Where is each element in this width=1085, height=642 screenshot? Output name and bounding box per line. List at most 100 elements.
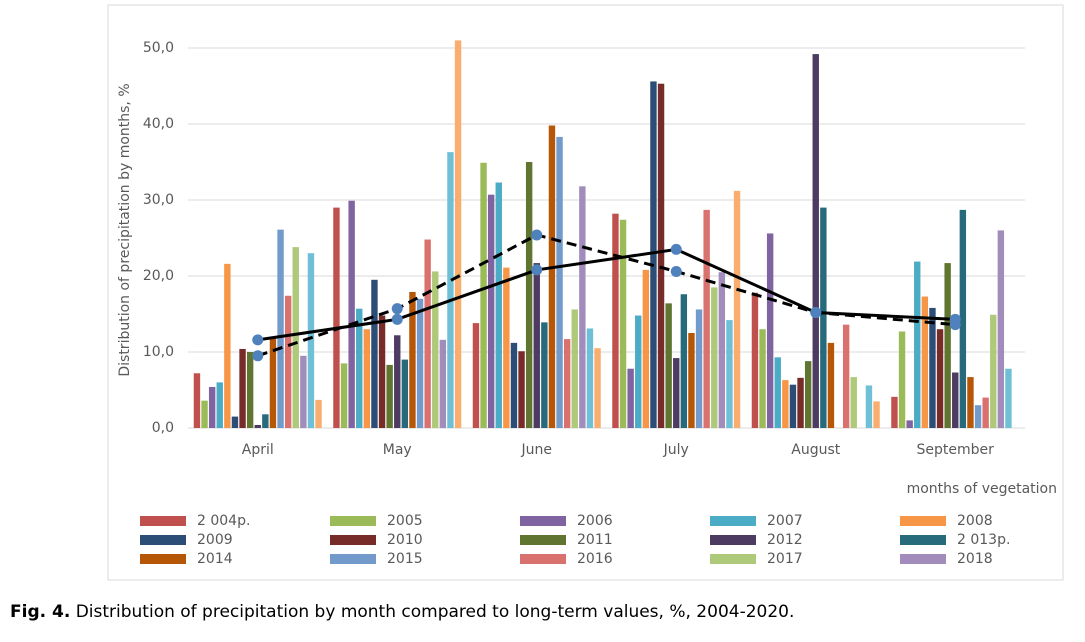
bar [688,333,695,428]
bar [657,83,665,428]
bar [797,377,804,428]
bar [929,307,936,428]
bar [480,162,487,428]
legend-label: 2017 [767,551,803,567]
legend-swatch [140,535,186,545]
chart-border [107,4,1064,581]
legend-label: 2 013р. [957,532,1010,548]
average-line [257,233,956,358]
legend-label: 2006 [577,513,613,529]
bar [782,380,789,428]
legend-label: 2008 [957,513,993,529]
legend-swatch [710,554,756,564]
bar [239,348,246,428]
bar [439,339,447,428]
bar [665,303,672,428]
bar [409,291,416,428]
bar [579,186,586,428]
bar [921,296,929,428]
y-tick-label: 30,0 [143,192,174,208]
bar [533,263,540,428]
bar [424,239,431,428]
x-tick-label: June [521,442,553,458]
bar [548,125,556,429]
legend-swatch [900,554,946,564]
bar [774,357,781,428]
bar [898,331,906,428]
x-tick-label: April [242,442,274,458]
bar [865,385,873,428]
bar [766,233,774,428]
y-tick-label: 0,0 [152,420,174,436]
bar [571,309,578,428]
bar [804,361,812,428]
bar [619,219,627,428]
bar [525,162,533,428]
legend-label: 2005 [387,513,423,529]
bar [718,272,726,428]
bar [952,372,959,428]
bar [246,352,254,428]
bar [416,298,424,428]
line-marker [391,303,403,315]
bar [378,315,386,428]
bar [356,308,363,428]
bar [193,373,201,428]
bar [394,335,401,428]
legend-swatch [900,535,946,545]
caption-text: Distribution of precipitation by month c… [75,602,795,622]
caption: Fig. 4. Distribution of precipitation by… [10,602,794,622]
x-tick-label: September [917,442,995,458]
bar [518,351,525,428]
line-marker [252,334,264,346]
x-axis-title: months of vegetation [907,481,1057,497]
bar [990,314,997,428]
legend-label: 2007 [767,513,803,529]
bar [277,229,284,428]
bar [967,377,974,428]
bar [487,194,495,428]
legend-label: 2016 [577,551,613,567]
bar [850,377,857,428]
bar [315,399,322,428]
bar [642,269,650,428]
bar [201,400,208,428]
x-tick-label: July [663,442,689,458]
bar [563,339,571,428]
line-marker [391,313,403,325]
bar [673,358,680,428]
bar [371,279,378,428]
bar [959,209,967,428]
x-tick-label: May [383,442,412,458]
bar [680,294,688,428]
bar [635,315,642,428]
bar [711,287,718,428]
legend-swatch [330,535,376,545]
bar [842,324,850,428]
legend-label: 2015 [387,551,423,567]
bar [974,405,982,428]
bar [726,320,733,428]
y-tick-label: 10,0 [143,344,174,360]
legend-label: 2012 [767,532,803,548]
bar [703,209,710,428]
line-marker [949,319,961,331]
bar [269,338,277,428]
bar [401,359,409,428]
bar [231,416,239,428]
y-tick-label: 20,0 [143,268,174,284]
legend-label: 2011 [577,532,613,548]
bar [300,355,307,428]
bar [627,368,634,428]
caption-label: Fig. 4. [10,602,71,622]
bar [262,414,269,428]
legend-swatch [330,554,376,564]
line-marker [252,350,264,362]
bar [759,329,766,428]
x-tick-label: August [791,442,841,458]
bar [982,397,989,428]
bar [307,253,315,428]
bar [386,364,393,428]
legend-swatch [710,535,756,545]
